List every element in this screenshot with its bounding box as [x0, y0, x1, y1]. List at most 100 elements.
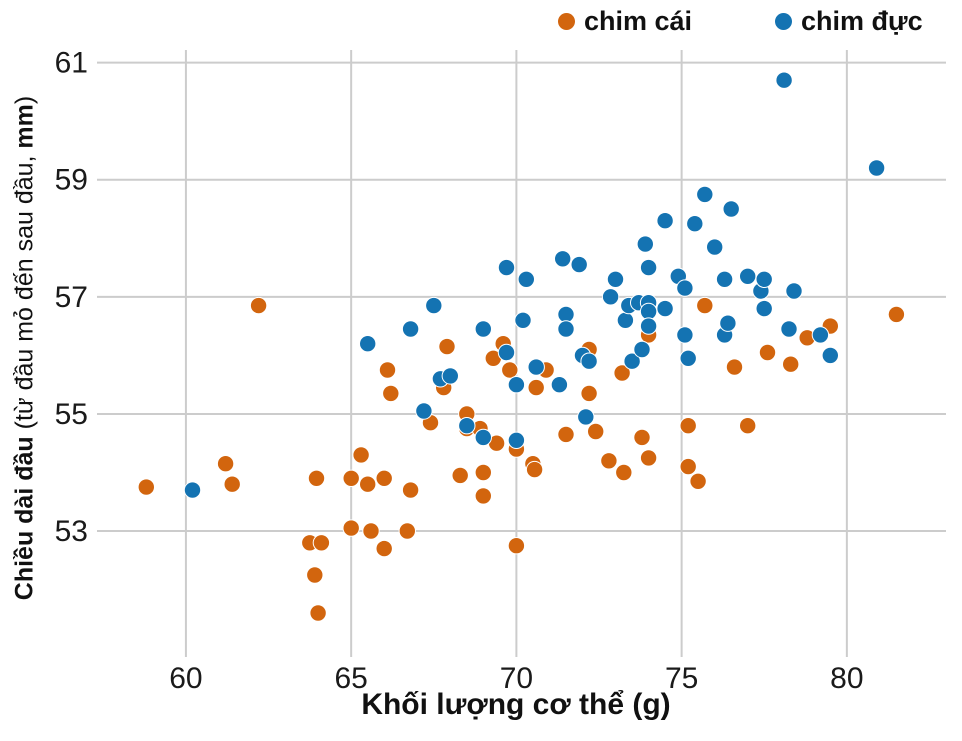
point-female-10 — [342, 519, 360, 537]
point-female-22 — [438, 337, 456, 356]
point-male-48 — [719, 314, 737, 332]
point-female-1 — [216, 455, 235, 473]
point-female-42 — [587, 422, 605, 441]
point-female-5 — [306, 566, 324, 584]
point-male-0 — [183, 481, 202, 499]
y-axis-title-unit: mm — [10, 104, 39, 149]
x-tick-label-75: 75 — [665, 662, 698, 695]
female-swatch-icon — [558, 12, 575, 30]
point-female-55 — [758, 343, 777, 362]
point-female-8 — [312, 534, 331, 552]
point-male-10 — [497, 258, 516, 277]
point-female-39 — [557, 425, 575, 444]
point-male-50 — [739, 267, 757, 285]
point-female-28 — [474, 487, 492, 505]
point-male-27 — [616, 311, 635, 329]
x-tick-label-65: 65 — [334, 662, 367, 695]
point-male-9 — [474, 428, 492, 447]
point-female-41 — [580, 384, 598, 403]
point-male-43 — [686, 215, 704, 233]
point-female-37 — [527, 378, 545, 397]
point-male-42 — [679, 349, 697, 367]
point-male-54 — [775, 71, 793, 89]
point-male-13 — [507, 431, 526, 449]
point-female-47 — [639, 449, 658, 467]
x-tick-label-80: 80 — [830, 662, 863, 695]
point-male-25 — [601, 288, 620, 306]
point-female-6 — [307, 469, 326, 487]
point-female-0 — [137, 478, 156, 496]
y-tick-label-57: 57 — [55, 281, 88, 314]
point-male-53 — [755, 299, 773, 318]
point-male-6 — [441, 367, 459, 385]
point-female-17 — [382, 384, 400, 403]
legend-label-male: chim đực — [801, 5, 923, 36]
male-swatch-icon — [775, 12, 792, 30]
point-female-36 — [525, 460, 544, 479]
point-female-11 — [352, 446, 370, 464]
point-male-7 — [458, 417, 476, 435]
point-male-2 — [401, 320, 420, 338]
point-female-54 — [739, 417, 757, 435]
point-male-24 — [580, 352, 598, 370]
point-female-56 — [782, 355, 800, 373]
data-points — [137, 71, 906, 622]
point-female-53 — [725, 358, 744, 376]
y-tick-label-61: 61 — [55, 47, 88, 80]
point-male-1 — [359, 335, 377, 353]
point-male-40 — [676, 279, 694, 297]
point-female-15 — [375, 539, 393, 558]
point-male-4 — [425, 296, 443, 315]
point-male-17 — [550, 376, 569, 394]
legend-label-female: chim cái — [584, 5, 693, 36]
point-female-51 — [689, 472, 707, 490]
point-female-52 — [696, 296, 714, 315]
point-male-49 — [722, 200, 740, 218]
point-male-16 — [527, 358, 545, 376]
x-axis-title: Khối lượng cơ thể (g) — [361, 688, 671, 721]
point-male-37 — [656, 212, 674, 230]
y-tick-label-59: 59 — [55, 164, 88, 197]
gridlines — [97, 50, 946, 657]
tick-labels: 60 65 70 75 80 53 55 57 59 61 — [55, 47, 864, 695]
point-male-36 — [639, 317, 658, 335]
point-male-46 — [715, 270, 734, 288]
point-male-3 — [415, 402, 433, 420]
point-male-56 — [785, 282, 803, 300]
point-male-8 — [474, 320, 492, 338]
point-female-9 — [342, 469, 360, 487]
point-male-44 — [696, 185, 714, 204]
point-male-18 — [554, 250, 572, 268]
point-female-44 — [613, 364, 631, 382]
point-male-12 — [507, 376, 526, 394]
point-male-15 — [517, 270, 535, 288]
point-female-3 — [249, 296, 268, 315]
point-female-12 — [359, 475, 377, 493]
point-male-21 — [570, 255, 588, 274]
point-male-35 — [639, 302, 658, 321]
y-tick-label-55: 55 — [55, 398, 88, 431]
y-axis-title-main: Chiều dài đầu — [10, 436, 39, 601]
point-female-19 — [401, 481, 420, 499]
point-female-18 — [398, 522, 416, 540]
point-female-13 — [362, 522, 380, 540]
point-female-7 — [309, 604, 327, 622]
point-female-2 — [223, 475, 241, 493]
x-tick-label-60: 60 — [169, 662, 202, 695]
point-female-43 — [600, 452, 618, 470]
point-female-59 — [887, 305, 906, 324]
point-male-11 — [497, 343, 516, 362]
point-male-19 — [557, 305, 575, 324]
point-male-20 — [557, 320, 575, 338]
y-axis-title-detail: (từ đầu mỏ đến sau đầu, — [10, 148, 39, 437]
point-female-34 — [507, 537, 526, 555]
point-male-57 — [811, 326, 830, 344]
point-female-50 — [679, 457, 697, 476]
legend: chim cái chim đực — [0, 4, 962, 40]
point-male-55 — [780, 320, 798, 338]
point-male-14 — [514, 311, 532, 329]
point-female-14 — [375, 469, 393, 487]
point-male-59 — [867, 159, 886, 177]
